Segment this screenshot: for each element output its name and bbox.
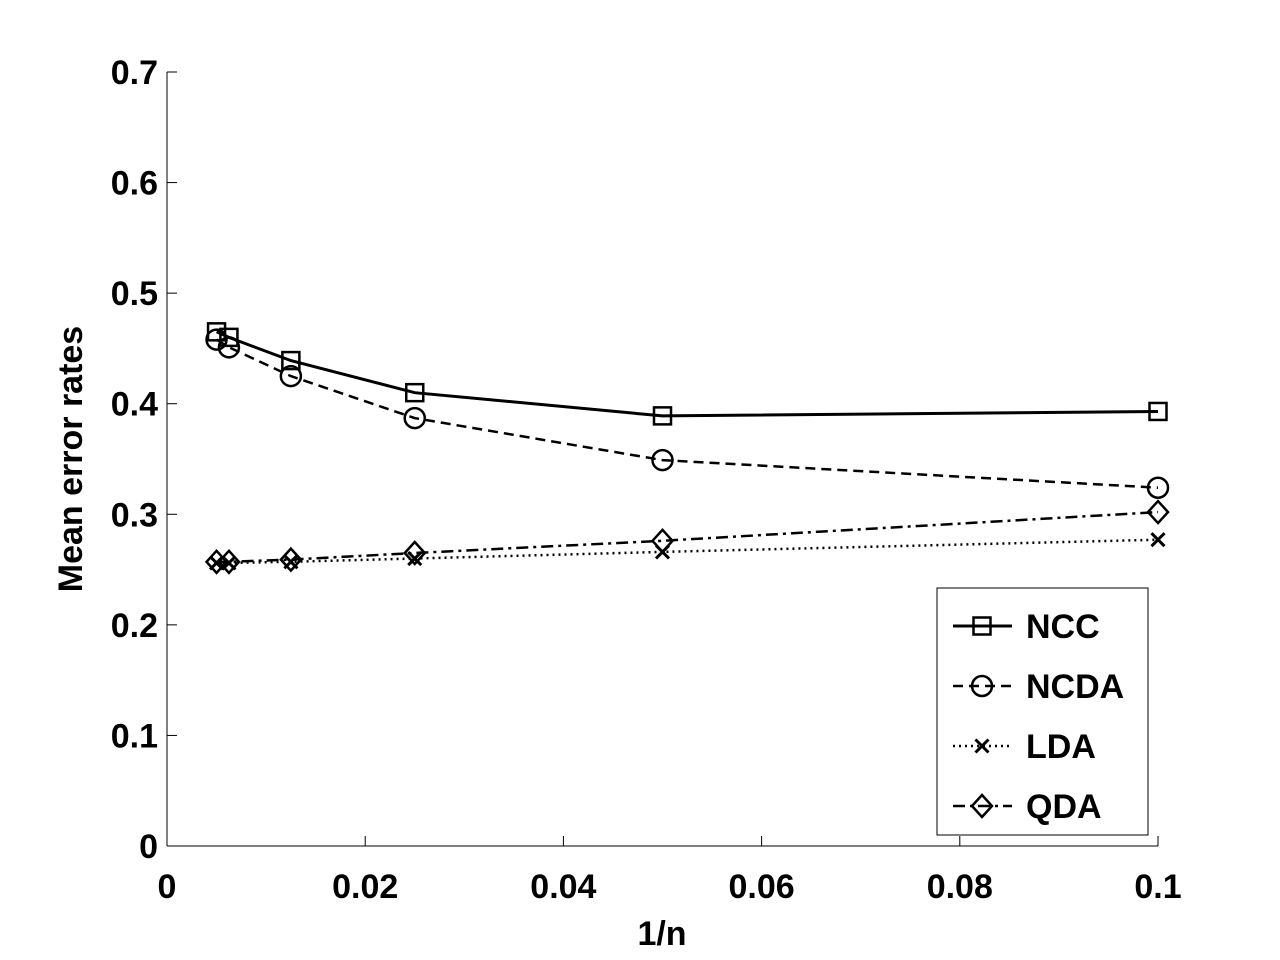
data-point-ncc: [652, 406, 673, 426]
legend-marker-ncda: [970, 674, 994, 698]
data-point-ncda: [1146, 476, 1170, 499]
data-point-ncda: [217, 336, 241, 359]
x-tick-label: 0: [158, 868, 177, 906]
y-tick-label: 0.5: [111, 275, 158, 313]
series-line-lda: [216, 538, 1159, 565]
y-tick-label: 0.7: [111, 54, 158, 92]
series-layer: [204, 322, 1170, 575]
data-point-ncc: [219, 327, 239, 348]
data-point-qda: [403, 540, 427, 566]
legend-label-ncc: NCC: [1026, 608, 1100, 646]
legend-marker-ncc: [972, 616, 992, 636]
x-tick-label: 0.02: [332, 868, 398, 906]
x-tick-label: 0.1: [1134, 868, 1181, 906]
data-point-qda: [1146, 499, 1170, 525]
data-point-ncda: [403, 406, 426, 430]
x-axis-title: 1/n: [637, 915, 686, 953]
legend-label-ncda: NCDA: [1026, 668, 1124, 706]
series-qda: [204, 499, 1170, 575]
axes: 0 0.02 0.04 0.06 0.08 0.1 0 0.1 0.2 0.3 0.4 0.5 0.6 0…: [111, 54, 1182, 906]
data-point-ncda: [205, 328, 228, 351]
y-axis-title: Mean error rates: [52, 326, 90, 592]
legend-label-lda: LDA: [1026, 728, 1096, 766]
legend-marker-qda: [970, 793, 994, 819]
data-point-ncc: [281, 350, 301, 371]
y-tick-label: 0.6: [111, 165, 158, 203]
series-ncda: [205, 328, 1170, 499]
y-tick-label: 0.3: [111, 496, 158, 534]
series-line-ncda: [215, 338, 1159, 489]
data-point-ncda: [651, 448, 674, 472]
x-tick-label: 0.06: [729, 868, 795, 906]
data-point-ncc: [405, 382, 425, 403]
data-point-lda: [1150, 532, 1166, 548]
data-point-qda: [279, 546, 303, 573]
x-tick-label: 0.08: [927, 868, 993, 906]
data-point-qda: [650, 527, 675, 554]
legend: NCC NCDA LDA QDA: [936, 587, 1149, 836]
data-point-ncc: [1148, 401, 1168, 422]
data-point-ncda: [279, 364, 303, 388]
legend-marker-lda: [974, 738, 990, 754]
legend-box: [936, 587, 1149, 836]
x-tick-label: 0.04: [530, 868, 596, 906]
y-tick-label: 0.2: [111, 607, 158, 645]
y-tick-label: 0.1: [111, 717, 158, 755]
legend-label-qda: QDA: [1026, 788, 1102, 826]
y-tick-label: 0: [139, 828, 158, 866]
data-point-qda: [217, 548, 241, 575]
y-tick-label: 0.4: [111, 386, 158, 424]
